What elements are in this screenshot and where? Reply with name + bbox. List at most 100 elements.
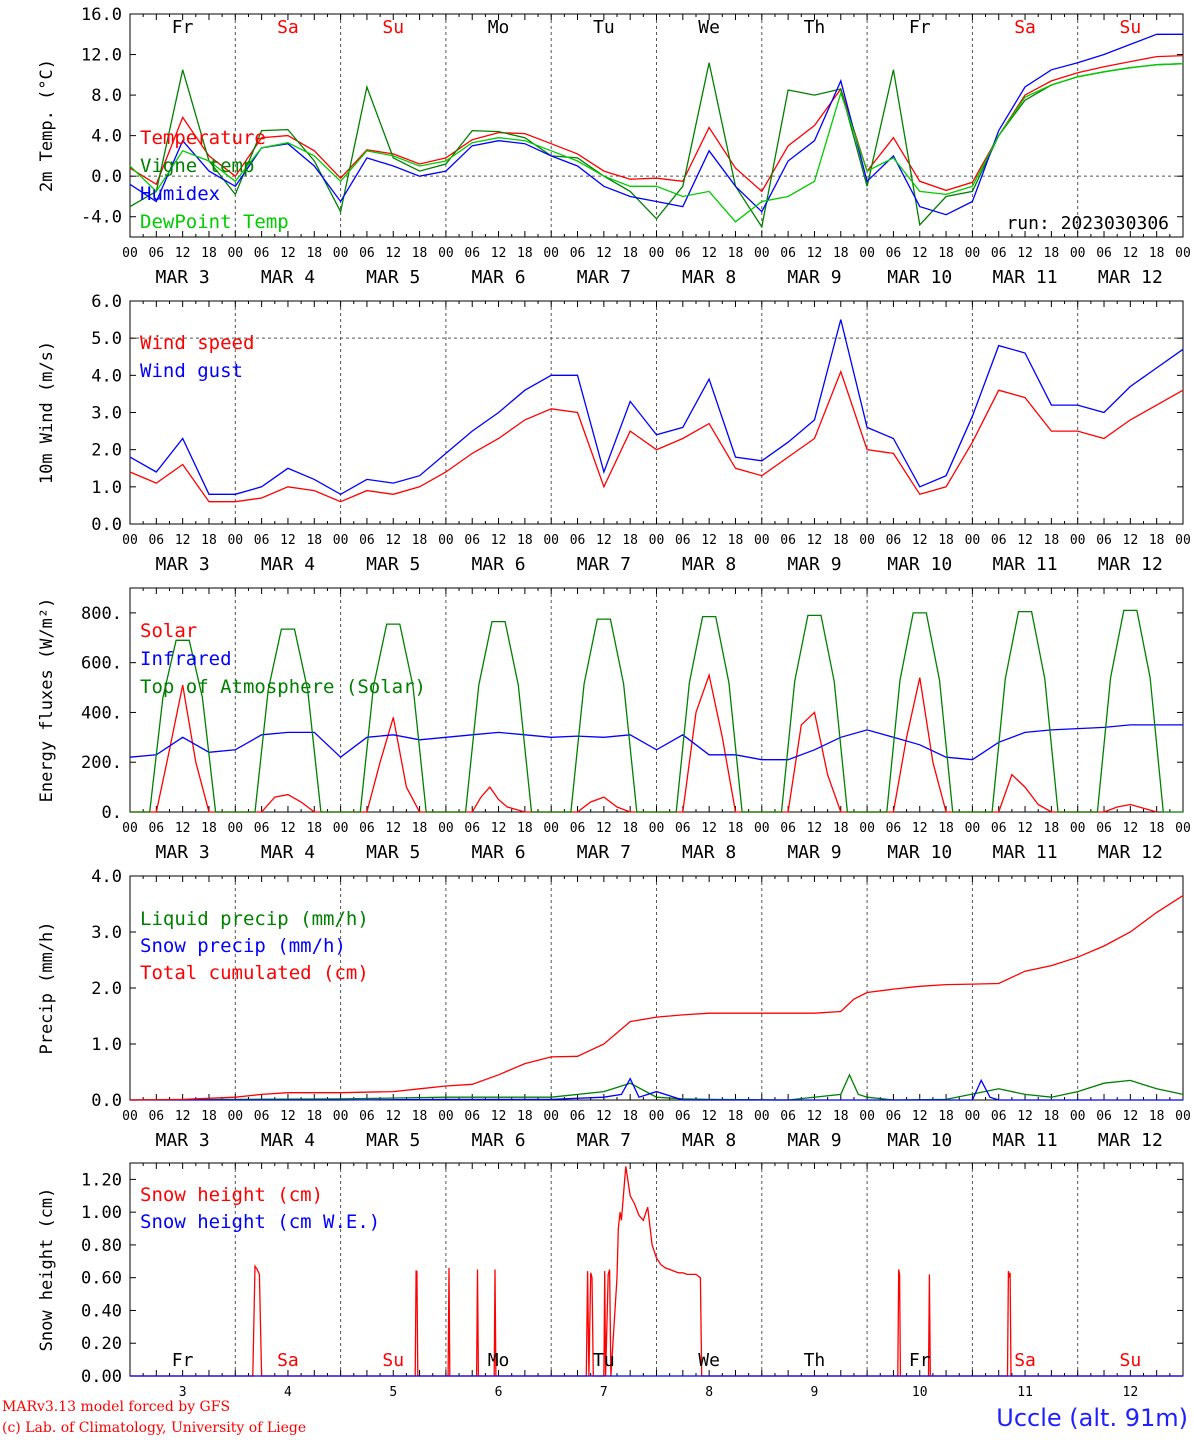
y-tick-label: 5.0 (91, 329, 122, 349)
legend-entry: Temperature (140, 127, 266, 149)
hour-tick-label: 12 (280, 533, 296, 548)
day-label: MAR 5 (366, 1130, 420, 1151)
hour-tick-label: 00 (754, 1109, 770, 1124)
hour-tick-label: 00 (1175, 533, 1191, 548)
y-axis-label: Snow height (cm) (37, 1188, 57, 1352)
hour-tick-label: 12 (912, 246, 928, 261)
hour-tick-label: 12 (912, 1109, 928, 1124)
hour-tick-label: 18 (938, 1109, 954, 1124)
hour-tick-label: 06 (886, 533, 902, 548)
weekday-label: Sa (1014, 17, 1036, 38)
y-tick-label: 8.0 (91, 86, 122, 106)
series-total-cumulated-cm- (129, 895, 1184, 1101)
hour-tick-label: 00 (965, 1109, 981, 1124)
day-label: MAR 4 (261, 554, 315, 575)
hour-tick-label: 06 (780, 821, 796, 836)
hour-tick-label: 12 (596, 1109, 612, 1124)
hour-tick-label: 12 (1123, 1109, 1139, 1124)
hour-tick-label: 12 (701, 1109, 717, 1124)
y-tick-label: 3.0 (91, 404, 122, 424)
hour-tick-label: 06 (570, 533, 586, 548)
hour-tick-label: 06 (1096, 1109, 1112, 1124)
legend-entry: Humidex (140, 183, 220, 205)
hour-tick-label: 00 (543, 533, 559, 548)
weekday-label: Mo (488, 1350, 510, 1371)
day-label: MAR 10 (887, 842, 952, 863)
hour-tick-label: 00 (438, 533, 454, 548)
day-label: MAR 7 (577, 1130, 631, 1151)
day-label: MAR 7 (577, 267, 631, 288)
y-tick-label: 800. (81, 604, 122, 624)
hour-tick-label: 18 (201, 1109, 217, 1124)
hour-tick-label: 00 (859, 246, 875, 261)
panel-frame (129, 13, 1184, 238)
hour-tick-label: 12 (912, 821, 928, 836)
legend-entry: Liquid precip (mm/h) (140, 908, 369, 930)
hour-tick-label: 00 (438, 246, 454, 261)
hour-tick-label: 06 (148, 246, 164, 261)
hour-tick-label: 06 (254, 246, 270, 261)
hour-tick-label: 00 (543, 246, 559, 261)
legend-entry: Wind speed (140, 332, 254, 354)
day-label: MAR 11 (993, 267, 1058, 288)
hour-tick-label: 06 (675, 821, 691, 836)
day-label: MAR 6 (471, 267, 525, 288)
y-tick-label: 0.80 (81, 1236, 122, 1256)
day-label: MAR 8 (682, 267, 736, 288)
hour-tick-label: 18 (833, 533, 849, 548)
hour-tick-label: 12 (175, 533, 191, 548)
hour-tick-label: 00 (965, 533, 981, 548)
y-tick-label: 6.0 (91, 292, 122, 312)
y-tick-label: 0.60 (81, 1269, 122, 1289)
hour-tick-label: 00 (227, 246, 243, 261)
hour-tick-label: 18 (412, 1109, 428, 1124)
y-tick-label: 4.0 (91, 867, 122, 887)
day-label: MAR 9 (787, 267, 841, 288)
day-label: MAR 7 (577, 842, 631, 863)
hour-tick-label: 12 (1123, 533, 1139, 548)
legend-entry: Top of Atmosphere (Solar) (140, 676, 426, 698)
hour-tick-label: 06 (675, 1109, 691, 1124)
hour-tick-label: 12 (701, 533, 717, 548)
weekday-label: Fr (909, 1350, 931, 1371)
hour-tick-label: 12 (1017, 1109, 1033, 1124)
hour-tick-label: 06 (675, 246, 691, 261)
day-label: MAR 11 (993, 842, 1058, 863)
hour-tick-label: 06 (991, 1109, 1007, 1124)
day-label: MAR 3 (156, 267, 210, 288)
day-label: MAR 11 (993, 1130, 1058, 1151)
hour-tick-label: 00 (754, 533, 770, 548)
day-label: MAR 5 (366, 554, 420, 575)
series-snow-precip-mm-h- (130, 1077, 1183, 1101)
y-axis-label: Precip (mm/h) (37, 921, 57, 1054)
hour-tick-label: 00 (333, 533, 349, 548)
legend-entry: Infrared (140, 648, 232, 670)
y-tick-label: 1.0 (91, 1035, 122, 1055)
hour-tick-label: 00 (754, 821, 770, 836)
legend-entry: Total cumulated (cm) (140, 962, 369, 984)
hour-tick-label: 12 (491, 821, 507, 836)
legend-entry: Solar (140, 620, 197, 642)
y-tick-label: 600. (81, 654, 122, 674)
hour-tick-label: 18 (833, 246, 849, 261)
hour-tick-label: 12 (1017, 246, 1033, 261)
hour-tick-label: 06 (991, 533, 1007, 548)
hour-tick-label: 18 (622, 821, 638, 836)
y-tick-label: 4.0 (91, 366, 122, 386)
hour-tick-label: 12 (807, 533, 823, 548)
series-dewpoint-temp (129, 63, 1184, 223)
legend-entry: Snow height (cm W.E.) (140, 1211, 380, 1233)
hour-tick-label: 06 (254, 533, 270, 548)
hour-tick-label: 00 (227, 821, 243, 836)
day-label: MAR 3 (156, 842, 210, 863)
y-tick-label: 0. (102, 803, 122, 823)
series-infrared (129, 724, 1183, 761)
hour-tick-label: 18 (1149, 533, 1165, 548)
hour-tick-label: 12 (491, 1109, 507, 1124)
hour-tick-label: 18 (833, 1109, 849, 1124)
hour-tick-label: 12 (491, 533, 507, 548)
hour-tick-label: 12 (385, 1109, 401, 1124)
hour-tick-label: 18 (622, 533, 638, 548)
hour-tick-label: 18 (306, 246, 322, 261)
hour-tick-label: 00 (333, 246, 349, 261)
